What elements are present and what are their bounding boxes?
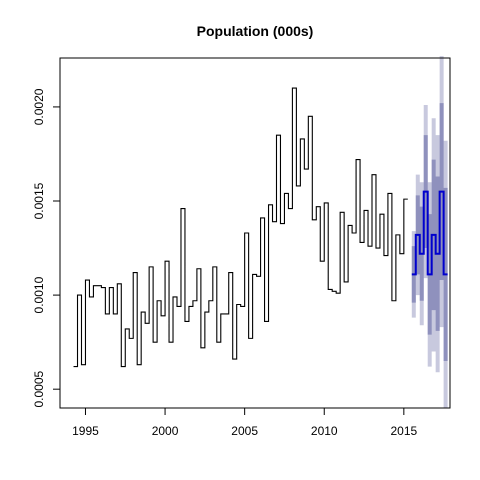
forecast-line	[411, 190, 448, 276]
y-axis: 0.0005 0.0010 0.0015 0.0020	[32, 88, 60, 408]
forecast-band-80	[411, 103, 448, 361]
x-tick-label: 2010	[311, 424, 338, 438]
forecast-series	[411, 190, 448, 276]
y-tick-label: 0.0010	[32, 276, 46, 313]
y-tick-label: 0.0020	[32, 88, 46, 125]
y-tick-label: 0.0015	[32, 182, 46, 219]
x-tick-label: 2015	[390, 424, 417, 438]
band-80-area	[411, 103, 448, 361]
x-tick-label: 2005	[231, 424, 258, 438]
x-axis: 1995 2000 2005 2010 2015	[72, 407, 418, 438]
x-tick-label: 2000	[152, 424, 179, 438]
x-tick-label: 1995	[72, 424, 99, 438]
history-series	[73, 87, 408, 368]
y-tick-label: 0.0005	[32, 371, 46, 408]
chart-title: Population (000s)	[197, 23, 314, 39]
history-line	[73, 87, 408, 368]
